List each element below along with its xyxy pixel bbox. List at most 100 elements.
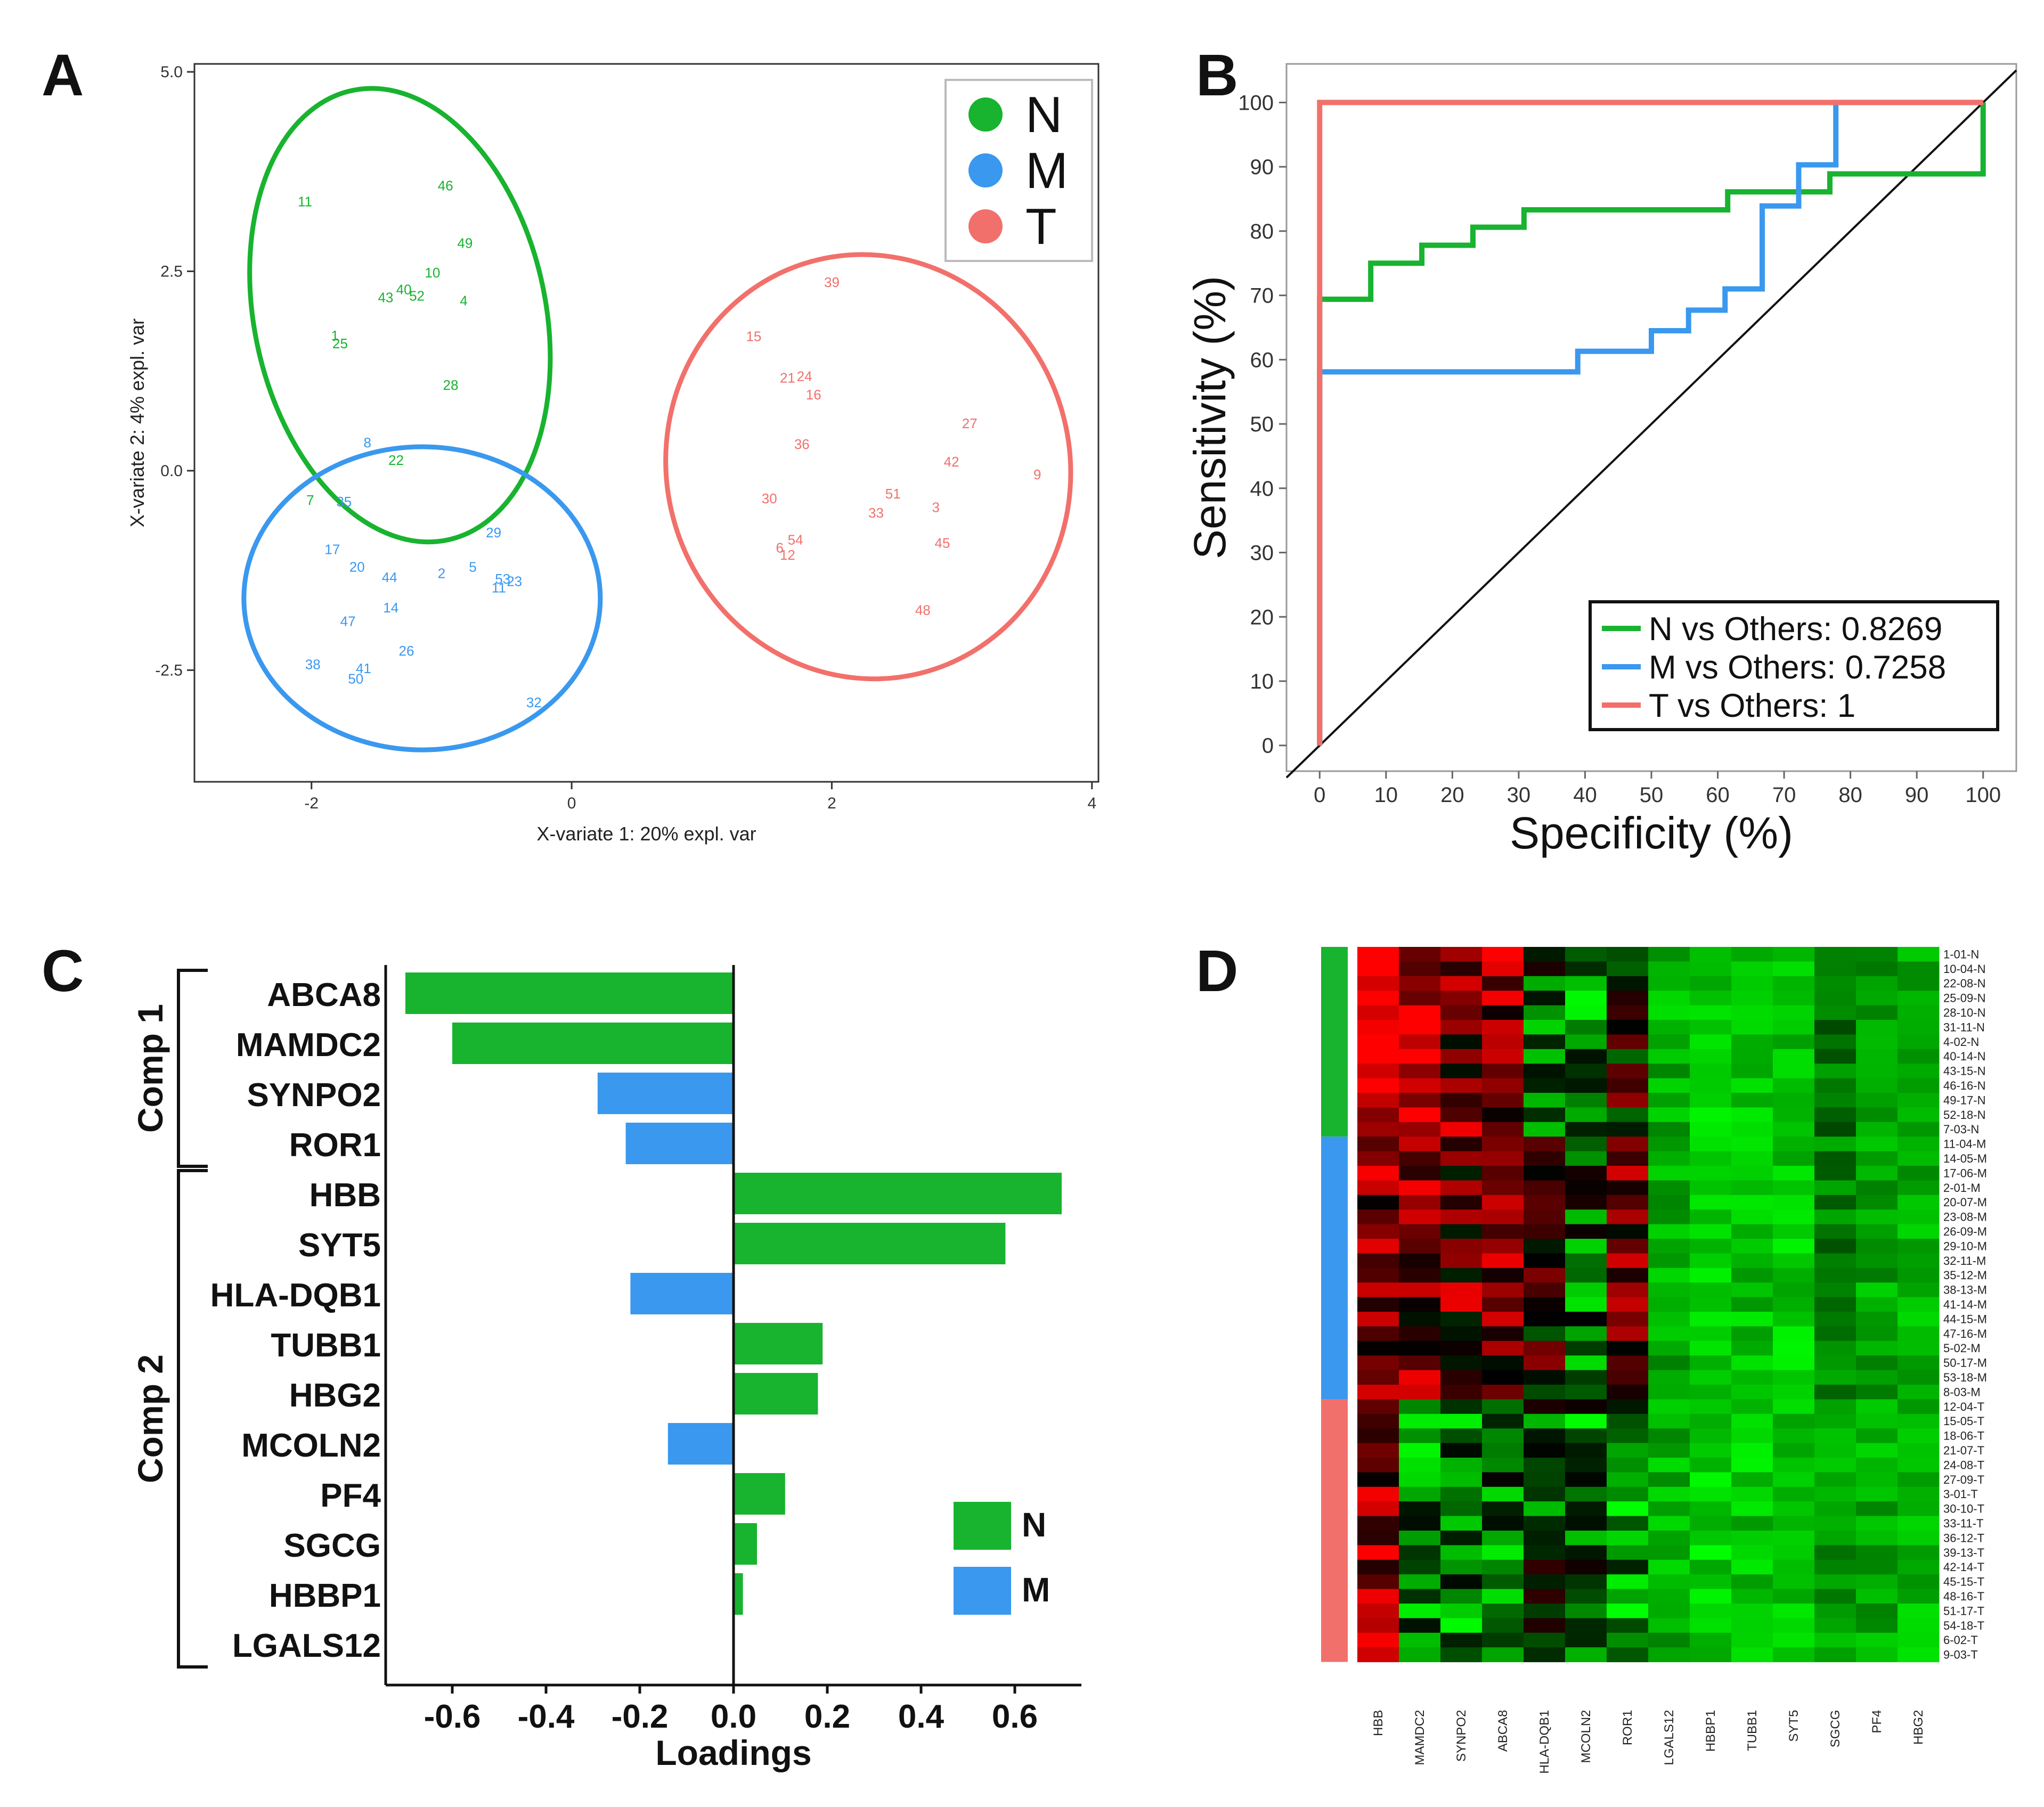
heatmap-cell [1814,1340,1856,1356]
sample-point-label: 45 [935,535,950,551]
heatmap-cell [1690,1486,1732,1502]
heatmap-cell [1565,1618,1607,1633]
heatmap-cell [1524,1370,1566,1385]
y-tick-label-b: 50 [1250,413,1274,436]
heatmap-cell [1482,1340,1524,1356]
heatmap-cell [1399,1224,1441,1239]
heatmap-cell [1440,1224,1483,1239]
gene-label: MAMDC2 [236,1027,381,1064]
sample-point-label: 11 [298,194,312,210]
heatmap-cell [1648,1589,1690,1604]
heatmap-cell [1898,1209,1940,1225]
heatmap-cell [1482,1136,1524,1152]
row-label: 41-14-M [1943,1298,1987,1311]
heatmap-cell [1357,1312,1399,1327]
heatmap-cell [1731,1136,1773,1152]
heatmap-cell [1607,1282,1649,1298]
heatmap-cell [1814,1136,1856,1152]
heatmap-cell [1524,1413,1566,1429]
heatmap-cell [1814,1385,1856,1400]
y-tick-label-b: 100 [1238,91,1274,115]
heatmap-cell [1565,1428,1607,1444]
heatmap-cell [1399,961,1441,977]
heatmap-cell [1482,1034,1524,1050]
heatmap-cell [1440,1632,1483,1648]
heatmap-cell [1482,1282,1524,1298]
heatmap-cell [1690,1399,1732,1414]
heatmap-cell [1440,1326,1483,1342]
heatmap-cell [1482,991,1524,1006]
heatmap-cell [1524,1136,1566,1152]
x-tick-label-b: 70 [1772,783,1796,807]
y-tick-label-b: 60 [1250,348,1274,372]
heatmap-cell [1482,1195,1524,1210]
heatmap-cell [1898,1486,1940,1502]
heatmap-cell [1814,1268,1856,1283]
heatmap-cell [1399,947,1441,962]
heatmap-cell [1565,1632,1607,1648]
heatmap-cell [1357,1253,1399,1269]
heatmap-cell [1814,1195,1856,1210]
heatmap-cell [1565,1604,1607,1618]
x-tick-label-b: 80 [1838,783,1862,807]
heatmap-cell [1856,1545,1898,1560]
sample-point-label: 41 [356,660,371,676]
row-label: 47-16-M [1943,1327,1987,1340]
heatmap-cell [1565,1458,1607,1473]
legend-label-t: T [1025,198,1057,255]
heatmap-cell [1440,1195,1483,1210]
heatmap-cell [1399,976,1441,991]
heatmap-cell [1690,1443,1732,1458]
heatmap-cell [1814,947,1856,962]
x-tick-label-c: 0.0 [711,1698,756,1735]
heatmap-cell [1524,1428,1566,1444]
heatmap-cell [1482,1385,1524,1400]
heatmap-cell [1856,1531,1898,1546]
loading-bar [405,972,734,1014]
heatmap-cell [1731,1239,1773,1254]
heatmap-cell [1399,1413,1441,1429]
sample-point-label: 9 [1033,467,1041,483]
x-tick-label-b: 0 [1314,783,1325,807]
heatmap-cell [1814,1122,1856,1137]
loading-bar [452,1023,734,1064]
heatmap-cell [1357,1385,1399,1400]
heatmap-cell [1773,1093,1815,1108]
column-label: TUBB1 [1745,1710,1760,1751]
heatmap-cell [1357,1151,1399,1166]
sample-point-label: 54 [788,532,803,548]
heatmap-cell [1440,1545,1483,1560]
x-axis-label-b: Specificity (%) [1510,808,1793,858]
heatmap-cell [1731,1516,1773,1531]
heatmap-cell [1607,1399,1649,1414]
sample-point-label: 23 [507,574,522,590]
heatmap-cell [1399,1136,1441,1152]
row-label: 28-10-N [1943,1006,1985,1019]
heatmap-cell [1648,1064,1690,1079]
heatmap-cell [1482,1107,1524,1123]
roc-curve-t [1317,100,1983,746]
heatmap-cell [1440,1472,1483,1487]
heatmap-cell [1731,1428,1773,1444]
heatmap-cell [1856,1312,1898,1327]
heatmap-cell [1773,1486,1815,1502]
heatmap-cell [1731,1326,1773,1342]
heatmap-cell [1482,1253,1524,1269]
heatmap-cell [1814,1020,1856,1035]
sample-point-label: 51 [885,486,901,502]
heatmap-cell [1482,1618,1524,1633]
heatmap-cell [1898,1239,1940,1254]
heatmap-cell [1399,1326,1441,1342]
heatmap-cell [1898,1049,1940,1064]
heatmap-cell [1565,1370,1607,1385]
heatmap-cell [1773,1034,1815,1050]
heatmap-cell [1856,1107,1898,1123]
heatmap-cell [1773,1618,1815,1633]
heatmap-cell [1773,1282,1815,1298]
row-label: 15-05-T [1943,1414,1984,1428]
heatmap-cell [1856,1151,1898,1166]
heatmap-cell [1814,1443,1856,1458]
heatmap-cell [1440,991,1483,1006]
heatmap-d: 1-01-N10-04-N22-08-N 25-09-N28-10-N31-11-… [1321,947,1987,1774]
heatmap-cell [1524,1297,1566,1312]
